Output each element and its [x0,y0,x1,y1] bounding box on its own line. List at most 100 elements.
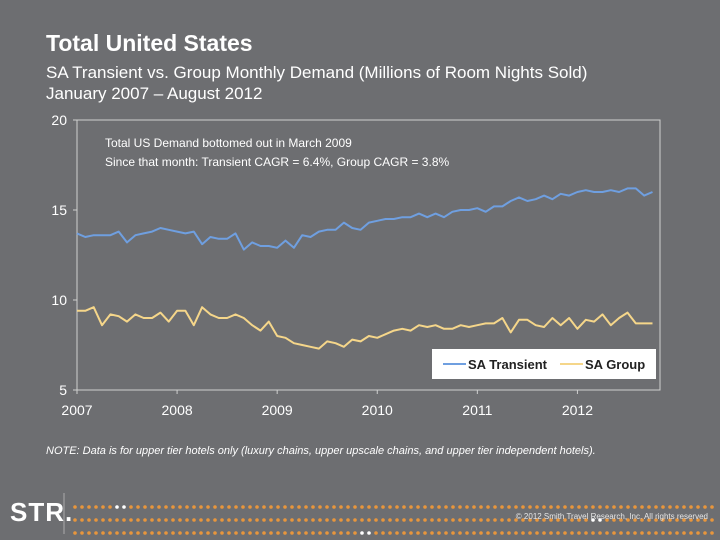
decorative-dot [87,505,91,509]
decorative-dot [535,518,539,522]
decorative-dot [507,518,511,522]
decorative-dot [164,505,168,509]
decorative-dot [122,505,126,509]
decorative-dot [458,518,462,522]
decorative-dot [192,505,196,509]
decorative-dot [514,518,518,522]
decorative-dot [668,531,672,535]
decorative-dot [710,531,714,535]
x-tick-label: 2010 [362,402,393,418]
decorative-dot [171,518,175,522]
decorative-dot [94,531,98,535]
decorative-dot [318,505,322,509]
decorative-dot [661,518,665,522]
decorative-dot [689,518,693,522]
decorative-dot [430,505,434,509]
decorative-dot [563,518,567,522]
decorative-dot [710,518,714,522]
decorative-dot [332,531,336,535]
decorative-dot [367,531,371,535]
decorative-dot [73,518,77,522]
decorative-dot [339,531,343,535]
decorative-dot [654,518,658,522]
decorative-dot [458,505,462,509]
decorative-dot [479,531,483,535]
decorative-dot [605,531,609,535]
decorative-dot [486,505,490,509]
decorative-dot [255,505,259,509]
decorative-dot [388,505,392,509]
decorative-dot [185,531,189,535]
decorative-dot [430,518,434,522]
x-tick-label: 2011 [462,402,492,418]
decorative-dot [381,505,385,509]
decorative-dot [472,531,476,535]
decorative-dot [689,531,693,535]
decorative-dot [360,505,364,509]
decorative-dot [633,505,637,509]
decorative-dot [402,531,406,535]
decorative-dot [493,505,497,509]
decorative-dot [381,531,385,535]
decorative-dot [367,505,371,509]
decorative-dot [647,531,651,535]
decorative-dot [556,505,560,509]
decorative-dot [325,505,329,509]
decorative-dot [234,531,238,535]
decorative-dot [542,505,546,509]
decorative-dot [381,518,385,522]
decorative-dot [682,518,686,522]
decorative-dot [241,531,245,535]
decorative-dot [206,518,210,522]
decorative-dot [423,518,427,522]
decorative-dot [192,531,196,535]
decorative-dot [143,518,147,522]
series-line-group [77,306,653,350]
decorative-dot [703,505,707,509]
decorative-dot [332,518,336,522]
decorative-dot [115,518,119,522]
decorative-dot [458,531,462,535]
decorative-dot [661,505,665,509]
decorative-dot [108,518,112,522]
decorative-dot [360,518,364,522]
decorative-dot [521,505,525,509]
chart-subtitle: SA Transient vs. Group Monthly Demand (M… [46,62,587,104]
decorative-dot [367,518,371,522]
decorative-dot [423,505,427,509]
decorative-dot [325,518,329,522]
decorative-dot [416,505,420,509]
decorative-dot [591,505,595,509]
decorative-dot [465,518,469,522]
decorative-dot [311,505,315,509]
decorative-dot [598,505,602,509]
decorative-dot [605,505,609,509]
decorative-dot [304,505,308,509]
decorative-dot [150,505,154,509]
decorative-dot [115,531,119,535]
decorative-dot [276,531,280,535]
decorative-dot [395,531,399,535]
decorative-dot [136,531,140,535]
decorative-dot [101,531,105,535]
decorative-dot [710,505,714,509]
decorative-dot [122,518,126,522]
decorative-dot [220,518,224,522]
decorative-dot-rows [73,505,714,535]
decorative-dot [395,518,399,522]
decorative-dot [577,505,581,509]
decorative-dot [514,505,518,509]
decorative-dot [654,505,658,509]
decorative-dot [402,518,406,522]
decorative-dot [451,518,455,522]
decorative-dot [549,505,553,509]
decorative-dot [472,518,476,522]
decorative-dot [87,531,91,535]
decorative-dot [479,518,483,522]
decorative-dot [696,531,700,535]
decorative-dot [255,531,259,535]
decorative-dot [521,531,525,535]
decorative-dot [101,518,105,522]
decorative-dot [647,505,651,509]
decorative-dot [80,518,84,522]
